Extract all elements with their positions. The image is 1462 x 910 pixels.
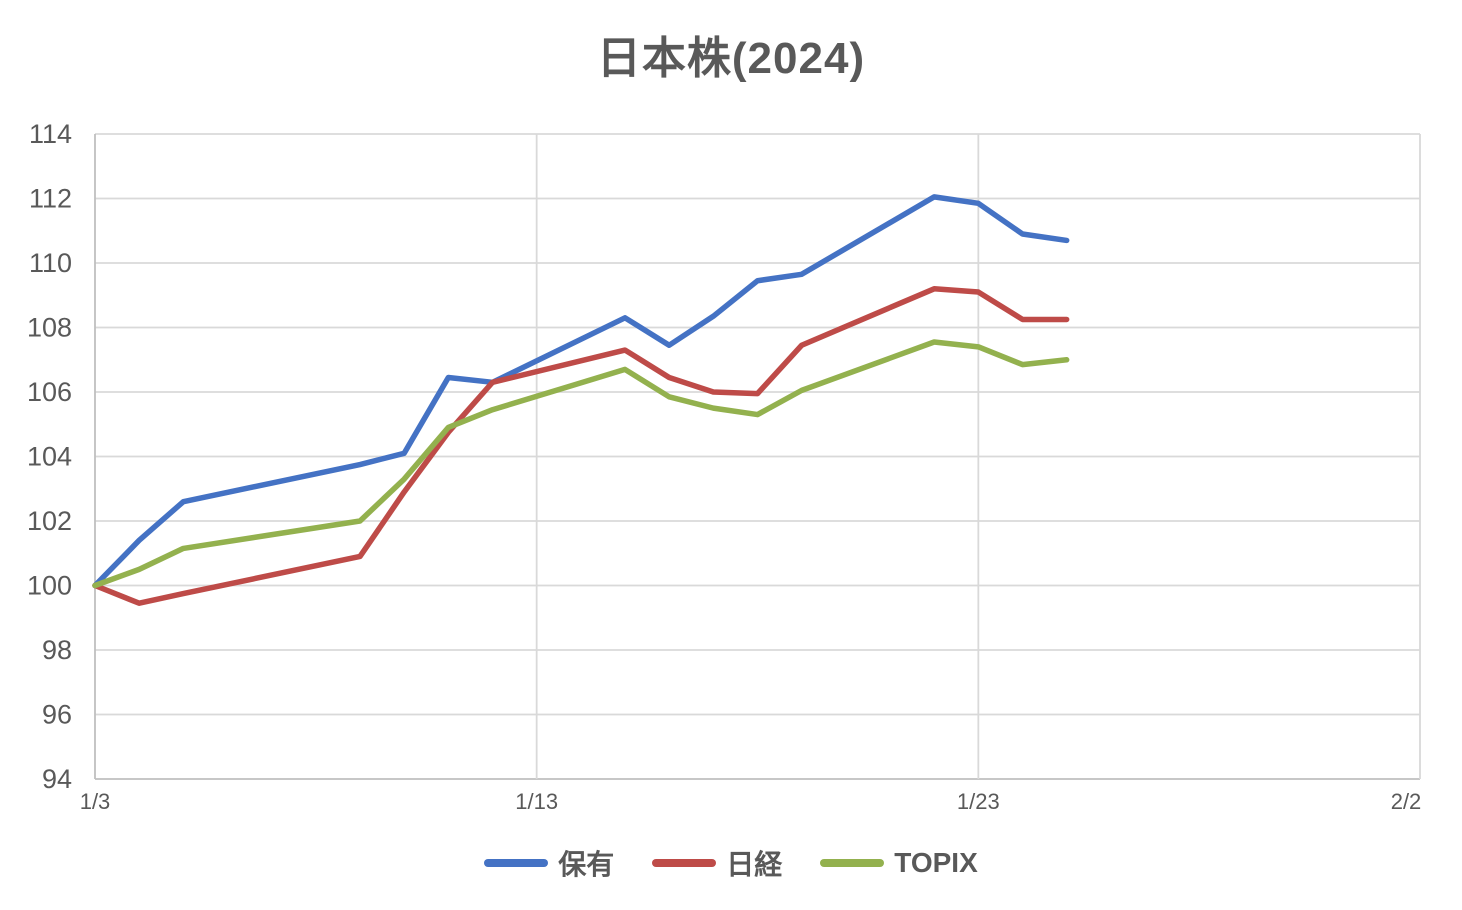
x-axis-tick-label: 1/3 <box>80 789 111 814</box>
y-axis-tick-label: 96 <box>42 700 72 730</box>
y-axis-tick-label: 106 <box>27 377 72 407</box>
x-axis-tick-label: 1/13 <box>515 789 558 814</box>
legend-label-topix: TOPIX <box>894 847 978 878</box>
series-line-TOPIX <box>92 339 1070 589</box>
legend-item-nikkei: 日経 <box>652 843 782 883</box>
legend: 保有 日経 TOPIX <box>0 843 1462 883</box>
y-axis-tick-label: 98 <box>42 635 72 665</box>
series-line-保有 <box>92 194 1070 589</box>
y-axis-tick-label: 108 <box>27 313 72 343</box>
x-axis-tick-label: 1/23 <box>957 789 1000 814</box>
legend-swatch-nikkei <box>652 859 717 867</box>
legend-label-holdings: 保有 <box>558 849 615 880</box>
y-axis-tick-label: 100 <box>27 571 72 601</box>
x-axis-tick-label: 2/2 <box>1391 789 1422 814</box>
y-axis-tick-label: 104 <box>27 442 72 472</box>
y-axis-tick-label: 112 <box>29 184 72 214</box>
y-axis-tick-label: 94 <box>42 764 72 794</box>
legend-item-holdings: 保有 <box>484 843 614 883</box>
chart-title: 日本株(2024) <box>596 34 866 83</box>
series-line-日経 <box>92 286 1070 606</box>
legend-swatch-topix <box>820 859 885 867</box>
legend-swatch-holdings <box>484 859 549 867</box>
y-axis-tick-label: 110 <box>29 248 72 278</box>
legend-label-nikkei: 日経 <box>726 849 783 880</box>
y-axis-tick-label: 114 <box>29 119 72 149</box>
y-axis-tick-label: 102 <box>27 506 72 536</box>
legend-item-topix: TOPIX <box>820 847 978 879</box>
